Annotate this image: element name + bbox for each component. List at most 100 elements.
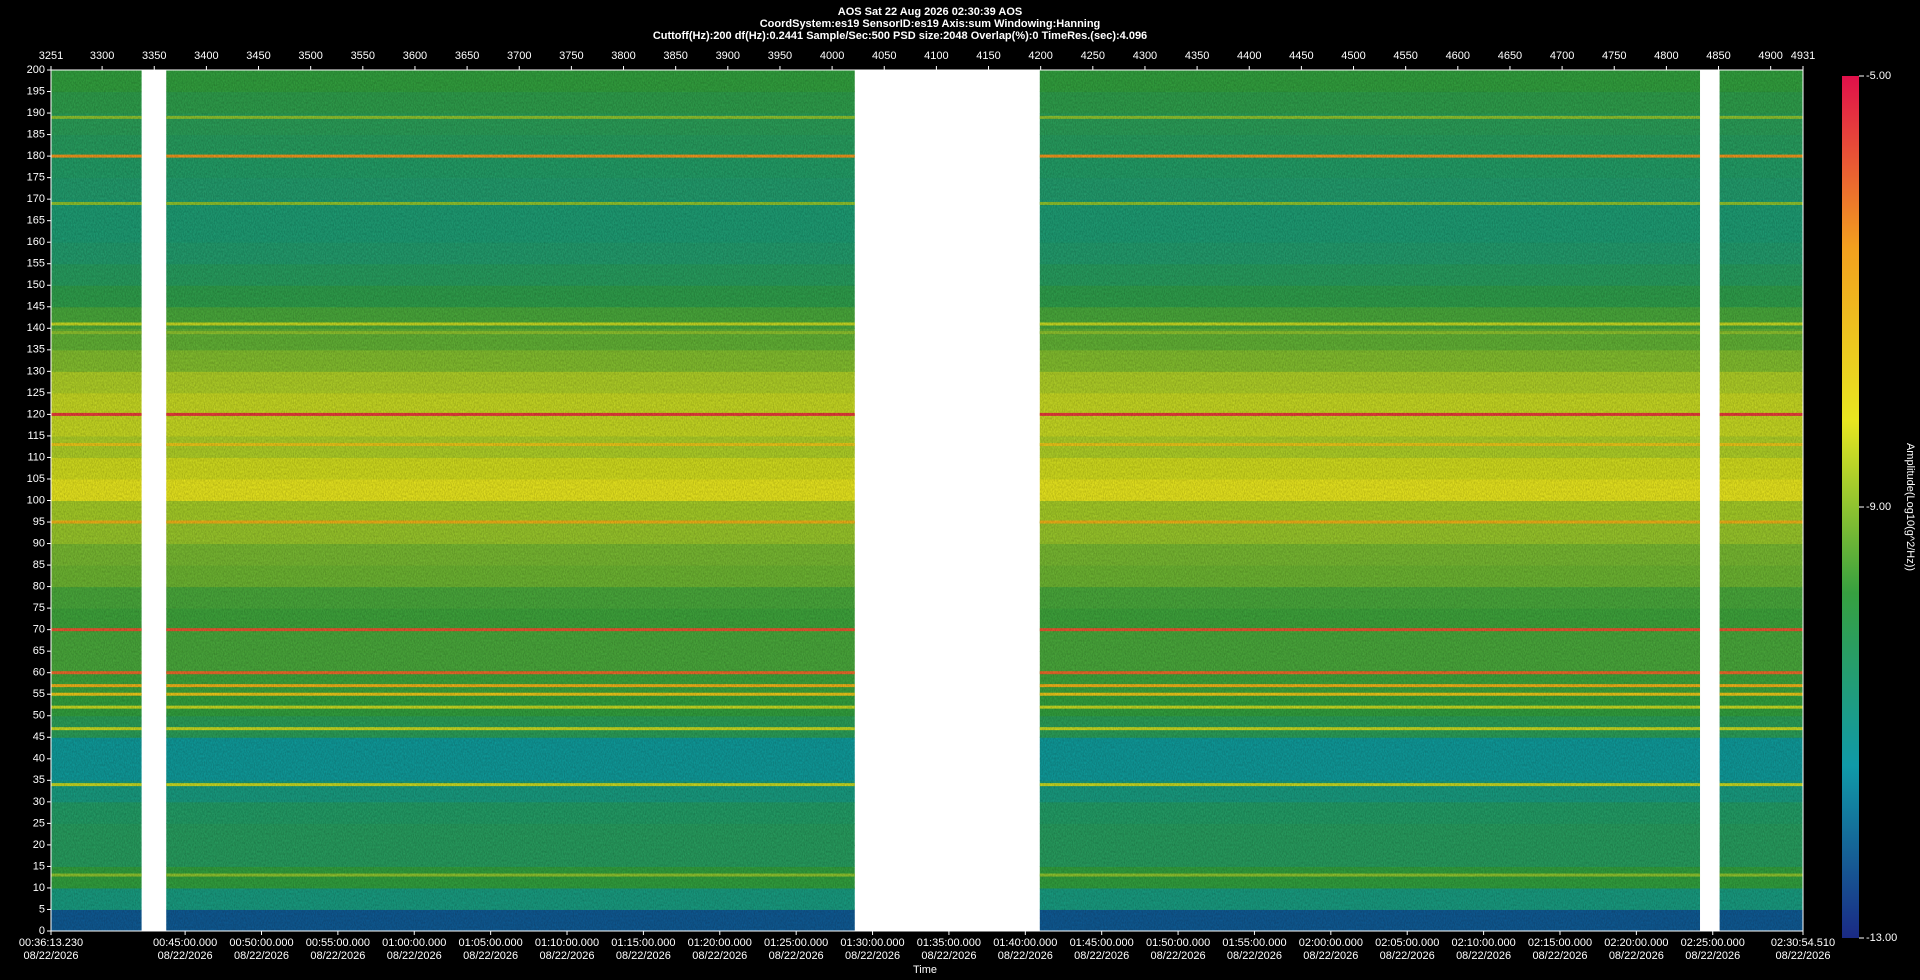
colorbar-tick-label: -5.00 — [1866, 70, 1891, 82]
spectral-line — [1719, 684, 1803, 688]
spectrogram-band — [166, 672, 855, 695]
spectrogram-band — [1719, 715, 1803, 738]
x-tick-label: 00:55:00.000 — [306, 937, 370, 949]
spectrogram-band — [51, 70, 142, 93]
x-tick-date: 08/22/2026 — [616, 950, 671, 962]
spectrogram-band — [1719, 608, 1803, 631]
x-tick-label: 01:15:00.000 — [611, 937, 675, 949]
x-tick-date: 08/22/2026 — [23, 950, 78, 962]
spectrogram-band — [51, 134, 142, 157]
spectrogram-band — [51, 823, 142, 846]
x-tick-label: 02:05:00.000 — [1375, 937, 1439, 949]
spectral-line — [1039, 154, 1701, 158]
spectrogram-band — [1039, 651, 1701, 674]
spectral-line — [51, 322, 142, 326]
spectral-line — [1719, 705, 1803, 709]
x-tick-date: 08/22/2026 — [1227, 950, 1282, 962]
spectrogram-band — [51, 715, 142, 738]
spectrogram-band — [51, 306, 142, 329]
spectrogram-band — [1719, 435, 1803, 458]
x-axis-label: Time — [913, 964, 937, 976]
spectrogram-band — [166, 392, 855, 415]
top-tick-label: 4750 — [1602, 50, 1626, 62]
spectrogram-band — [51, 543, 142, 566]
spectrogram-band — [1039, 565, 1701, 588]
spectral-line — [166, 331, 855, 335]
spectral-line — [166, 520, 855, 524]
spectrogram-band — [1719, 823, 1803, 846]
spectral-line — [166, 628, 855, 632]
spectral-line — [51, 628, 142, 632]
x-tick-label: 02:10:00.000 — [1451, 937, 1515, 949]
spectrogram-band — [166, 543, 855, 566]
x-tick-date: 08/22/2026 — [539, 950, 594, 962]
spectral-line — [1719, 628, 1803, 632]
spectrogram-band — [166, 694, 855, 717]
spectrogram-band — [1039, 758, 1701, 781]
y-tick-label: 30 — [33, 796, 45, 808]
spectral-line — [1039, 692, 1701, 696]
top-tick-label: 3500 — [298, 50, 322, 62]
top-tick-label: 3800 — [611, 50, 635, 62]
spectrogram-band — [1719, 91, 1803, 114]
x-tick-label: 00:36:13.230 — [19, 937, 83, 949]
spectral-line — [1039, 727, 1701, 731]
spectrogram-band — [1719, 694, 1803, 717]
spectral-line — [1719, 412, 1803, 416]
spectrogram-band — [166, 457, 855, 480]
spectrogram-band — [166, 801, 855, 824]
colorbar — [1842, 76, 1859, 938]
top-tick-label: 4500 — [1341, 50, 1365, 62]
spectrogram-band — [51, 887, 142, 910]
spectrogram-band — [51, 349, 142, 372]
spectrogram-band — [166, 156, 855, 179]
spectrogram-band — [1039, 478, 1701, 501]
spectrogram-band — [1039, 457, 1701, 480]
spectrogram-band — [1039, 242, 1701, 265]
spectral-line — [166, 692, 855, 696]
top-tick-label: 3350 — [142, 50, 166, 62]
y-tick-label: 115 — [27, 430, 45, 442]
spectrogram-band — [1039, 349, 1701, 372]
spectral-line — [1039, 783, 1701, 787]
spectrogram-band — [1039, 392, 1701, 415]
spectrogram-band — [166, 823, 855, 846]
spectrogram-band — [166, 909, 855, 932]
spectral-line — [1719, 115, 1803, 119]
x-tick-date: 08/22/2026 — [1151, 950, 1206, 962]
top-tick-label: 4600 — [1446, 50, 1470, 62]
spectrogram-band — [51, 694, 142, 717]
top-tick-label: 4650 — [1498, 50, 1522, 62]
x-tick-date: 08/22/2026 — [998, 950, 1053, 962]
top-tick-label: 3550 — [351, 50, 375, 62]
spectrogram-band — [1039, 823, 1701, 846]
y-tick-label: 175 — [27, 172, 45, 184]
y-tick-label: 75 — [33, 602, 45, 614]
spectral-line — [1039, 322, 1701, 326]
spectral-line — [1039, 873, 1701, 877]
y-tick-label: 160 — [27, 236, 45, 248]
spectrogram-band — [51, 478, 142, 501]
top-tick-label: 3450 — [246, 50, 270, 62]
top-tick-label: 3850 — [663, 50, 687, 62]
spectral-line — [51, 684, 142, 688]
spectral-line — [51, 201, 142, 205]
spectrogram-band — [166, 242, 855, 265]
spectrogram-band — [51, 457, 142, 480]
top-tick-label: 4150 — [976, 50, 1000, 62]
spectrogram-band — [51, 156, 142, 179]
spectrogram-band — [51, 91, 142, 114]
spectral-line — [166, 671, 855, 675]
spectrogram-band — [166, 414, 855, 437]
spectrogram-band — [51, 651, 142, 674]
spectral-line — [1719, 671, 1803, 675]
spectral-line — [166, 201, 855, 205]
spectral-line — [1719, 692, 1803, 696]
spectrogram-band — [51, 285, 142, 308]
spectral-line — [1039, 705, 1701, 709]
y-tick-label: 145 — [27, 301, 45, 313]
y-tick-label: 95 — [33, 516, 45, 528]
spectrogram-band — [1719, 737, 1803, 760]
y-tick-label: 35 — [33, 774, 45, 786]
